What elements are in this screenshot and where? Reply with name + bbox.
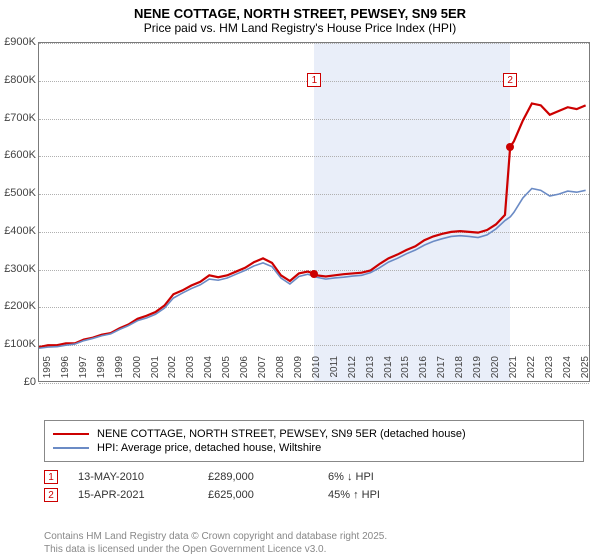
x-axis-label: 1995 — [42, 356, 53, 386]
sales-table: 1 13-MAY-2010 £289,000 6% ↓ HPI 2 15-APR-2021… — [44, 468, 584, 504]
x-axis-label: 2006 — [239, 356, 250, 386]
y-axis-label: £800K — [4, 74, 36, 86]
series-price — [39, 103, 586, 347]
attribution-footer: Contains HM Land Registry data © Crown c… — [44, 530, 387, 556]
x-axis-label: 2005 — [221, 356, 232, 386]
chart-title: NENE COTTAGE, NORTH STREET, PEWSEY, SN9 … — [0, 0, 600, 21]
x-axis-label: 2013 — [365, 356, 376, 386]
y-axis-label: £700K — [4, 112, 36, 124]
sale-row: 2 15-APR-2021 £625,000 45% ↑ HPI — [44, 486, 584, 504]
sale-price: £289,000 — [208, 471, 308, 483]
x-axis-label: 2008 — [275, 356, 286, 386]
chart-subtitle: Price paid vs. HM Land Registry's House … — [0, 21, 600, 39]
sale-delta: 6% ↓ HPI — [328, 471, 374, 483]
sale-marker-box: 2 — [503, 73, 517, 87]
x-axis-label: 2020 — [490, 356, 501, 386]
legend: NENE COTTAGE, NORTH STREET, PEWSEY, SN9 … — [44, 420, 584, 462]
sale-date: 13-MAY-2010 — [78, 471, 188, 483]
sale-date: 15-APR-2021 — [78, 489, 188, 501]
x-axis-label: 2007 — [257, 356, 268, 386]
x-axis-label: 2025 — [580, 356, 591, 386]
series-hpi — [39, 188, 586, 348]
x-axis-label: 2012 — [347, 356, 358, 386]
footer-line: Contains HM Land Registry data © Crown c… — [44, 530, 387, 543]
x-axis-label: 1998 — [96, 356, 107, 386]
x-axis-label: 2024 — [562, 356, 573, 386]
x-axis-label: 2011 — [329, 356, 340, 386]
y-axis-label: £500K — [4, 187, 36, 199]
x-axis-label: 1996 — [60, 356, 71, 386]
sale-price: £625,000 — [208, 489, 308, 501]
x-axis-label: 2017 — [436, 356, 447, 386]
sale-marker-dot — [310, 270, 318, 278]
sale-row: 1 13-MAY-2010 £289,000 6% ↓ HPI — [44, 468, 584, 486]
x-axis-label: 2022 — [526, 356, 537, 386]
legend-swatch — [53, 433, 89, 435]
series-svg — [39, 43, 591, 383]
x-axis-label: 2018 — [454, 356, 465, 386]
x-axis-label: 2016 — [418, 356, 429, 386]
y-axis-label: £200K — [4, 300, 36, 312]
legend-label: HPI: Average price, detached house, Wilt… — [97, 442, 321, 454]
y-axis-label: £600K — [4, 149, 36, 161]
x-axis-label: 2003 — [185, 356, 196, 386]
y-axis-label: £100K — [4, 338, 36, 350]
x-axis-label: 2000 — [132, 356, 143, 386]
x-axis-label: 2001 — [150, 356, 161, 386]
x-axis-label: 2009 — [293, 356, 304, 386]
sale-row-marker: 2 — [44, 488, 58, 502]
x-axis-label: 2010 — [311, 356, 322, 386]
legend-swatch — [53, 447, 89, 449]
y-axis-label: £300K — [4, 263, 36, 275]
legend-label: NENE COTTAGE, NORTH STREET, PEWSEY, SN9 … — [97, 428, 466, 440]
legend-item: HPI: Average price, detached house, Wilt… — [53, 441, 575, 455]
x-axis-label: 2021 — [508, 356, 519, 386]
y-axis-label: £900K — [4, 36, 36, 48]
x-axis-label: 2002 — [167, 356, 178, 386]
x-axis-label: 2014 — [383, 356, 394, 386]
sale-marker-dot — [506, 143, 514, 151]
y-axis-label: £400K — [4, 225, 36, 237]
x-axis-label: 2015 — [400, 356, 411, 386]
y-axis-label: £0 — [24, 376, 36, 388]
x-axis-label: 1999 — [114, 356, 125, 386]
x-axis-label: 2019 — [472, 356, 483, 386]
sale-row-marker: 1 — [44, 470, 58, 484]
plot-area: 12 — [38, 42, 590, 382]
x-axis-label: 2023 — [544, 356, 555, 386]
x-axis-label: 2004 — [203, 356, 214, 386]
sale-delta: 45% ↑ HPI — [328, 489, 380, 501]
chart-area: 12 £0£100K£200K£300K£400K£500K£600K£700K… — [0, 42, 600, 412]
sale-marker-box: 1 — [307, 73, 321, 87]
legend-item: NENE COTTAGE, NORTH STREET, PEWSEY, SN9 … — [53, 427, 575, 441]
x-axis-label: 1997 — [78, 356, 89, 386]
footer-line: This data is licensed under the Open Gov… — [44, 543, 387, 556]
